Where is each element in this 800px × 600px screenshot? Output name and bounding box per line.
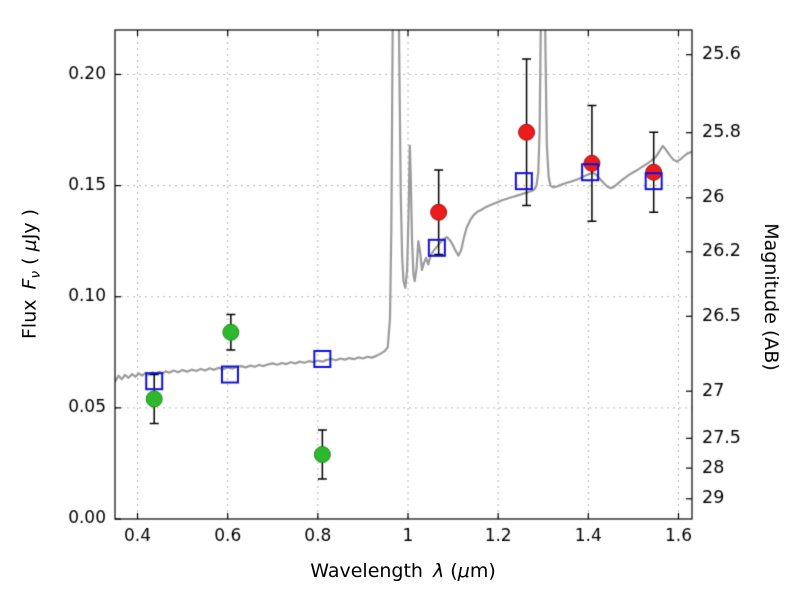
mu-symbol: μ [457,560,470,582]
xlabel-paren: ( [444,560,458,582]
nu-subscript: ν [27,270,44,279]
y-axis-label-left: Flux Fν ( μJy ) [19,209,44,339]
ylabel-left-paren: ( [18,251,41,271]
flux-symbol: F [18,278,41,290]
xlabel-unit: m) [469,560,496,582]
xlabel-text: Wavelength [310,560,430,582]
mu-symbol: μ [18,239,41,252]
ylabel-left-text: Flux [18,293,41,340]
x-axis-label: Wavelength λ (μm) [310,560,495,582]
lambda-symbol: λ [433,560,445,582]
ylabel-left-unit: Jy ) [18,208,41,240]
y-axis-label-right: Magnitude (AB) [760,223,782,371]
